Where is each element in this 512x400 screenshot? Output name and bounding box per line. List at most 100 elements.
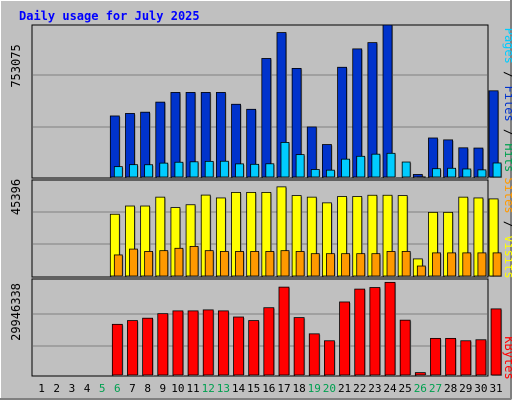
legend-separator: / xyxy=(502,214,512,236)
x-tick-label: 28 xyxy=(444,382,457,395)
bar-hits xyxy=(261,58,272,178)
bar-pages xyxy=(113,166,123,178)
x-tick-label: 2 xyxy=(53,382,60,395)
x-tick-label: 29 xyxy=(459,382,472,395)
bar-pages xyxy=(235,163,244,178)
bar-kbytes xyxy=(324,340,335,376)
bar-sites xyxy=(326,253,335,277)
chart-title: Daily usage for July 2025 xyxy=(19,9,200,23)
bar-sites xyxy=(416,265,426,277)
bar-pages xyxy=(295,154,305,178)
bar-kbytes xyxy=(217,310,229,376)
bar-sites xyxy=(432,252,441,277)
bar-sites xyxy=(113,254,123,277)
bar-pages xyxy=(310,169,320,178)
bar-pages xyxy=(280,142,290,178)
bar-pages xyxy=(159,162,169,178)
bar-kbytes xyxy=(157,313,169,376)
x-tick-label: 22 xyxy=(353,382,366,395)
bar-kbytes xyxy=(384,281,396,376)
x-tick-label: 3 xyxy=(69,382,76,395)
bar-kbytes xyxy=(445,337,457,376)
x-axis-labels: 1 2 3 4 5 6 7 8 9 10 11 12 13 14 15 16 17 18 19 20 21 22 23 24 2… xyxy=(38,382,502,395)
bar-sites xyxy=(386,251,396,277)
bar-sites xyxy=(477,252,487,277)
y-tick-label-top: 753075 xyxy=(9,44,23,87)
legend-separator: / xyxy=(502,122,512,144)
bar-kbytes xyxy=(172,310,184,376)
bar-pages xyxy=(129,164,138,178)
x-tick-label: 27 xyxy=(429,382,442,395)
bar-pages xyxy=(447,167,457,178)
x-tick-label: 23 xyxy=(368,382,381,395)
y-tick-label-bottom: 29946338 xyxy=(9,283,23,341)
legend-kbytes: KBytes xyxy=(502,336,512,379)
bar-pages xyxy=(341,158,350,178)
bar-kbytes xyxy=(399,319,411,376)
bar-kbytes xyxy=(263,307,275,376)
bar-sites xyxy=(341,253,350,277)
bar-kbytes xyxy=(187,310,199,376)
bar-sites xyxy=(356,253,366,277)
x-tick-label: 11 xyxy=(186,382,199,395)
bar-pages xyxy=(174,161,184,178)
legend-files: Files xyxy=(502,86,512,122)
x-tick-label: 17 xyxy=(277,382,290,395)
bar-pages xyxy=(189,161,199,178)
x-tick-label: 31 xyxy=(489,382,502,395)
bar-pages xyxy=(219,160,229,178)
bar-kbytes xyxy=(414,372,426,376)
svg-text:Sites / Visits: Sites / Visits xyxy=(502,177,512,278)
bar-kbytes xyxy=(369,287,381,376)
bar-kbytes xyxy=(460,340,472,376)
panel-kbytes xyxy=(31,278,489,377)
x-tick-label: 4 xyxy=(84,382,91,395)
x-tick-label: 20 xyxy=(323,382,336,395)
bar-pages xyxy=(401,161,411,178)
x-tick-label: 16 xyxy=(262,382,275,395)
bar-pages xyxy=(477,169,487,178)
legend-middle: Sites / Visits xyxy=(502,177,512,278)
legend-visits: Visits xyxy=(502,235,512,278)
bar-kbytes xyxy=(142,317,154,376)
bar-sites xyxy=(174,247,184,277)
x-tick-label: 19 xyxy=(308,382,321,395)
x-tick-label: 30 xyxy=(474,382,487,395)
bar-sites xyxy=(371,253,381,277)
bar-pages xyxy=(356,155,366,178)
bar-kbytes xyxy=(354,288,366,376)
bar-kbytes xyxy=(430,337,441,376)
bar-pages xyxy=(386,152,396,178)
x-tick-label: 1 xyxy=(38,382,45,395)
legend-separator: / xyxy=(502,64,512,86)
panel-frame-top xyxy=(31,24,489,179)
bar-kbytes xyxy=(202,309,214,376)
bar-sites xyxy=(219,251,229,277)
x-tick-label: 14 xyxy=(232,382,246,395)
bar-pages xyxy=(492,162,502,178)
legend-bottom: KBytes xyxy=(502,336,512,379)
bar-sites xyxy=(235,251,244,277)
bar-kbytes xyxy=(248,320,260,376)
x-tick-label: 10 xyxy=(171,382,184,395)
bar-pages xyxy=(204,160,214,178)
bar-kbytes xyxy=(339,301,350,376)
panel-frame-middle xyxy=(31,179,489,278)
bars-layer xyxy=(33,24,503,376)
bar-sites xyxy=(447,252,457,277)
bar-kbytes xyxy=(278,286,290,376)
bar-sites xyxy=(401,251,411,277)
legend-top: Pages / Files / Hits xyxy=(502,28,512,173)
x-tick-label: 9 xyxy=(159,382,166,395)
bar-sites xyxy=(189,245,199,277)
bar-sites xyxy=(144,251,154,277)
x-tick-label: 7 xyxy=(129,382,136,395)
panel-visits-sites xyxy=(31,179,489,278)
bar-sites xyxy=(250,251,260,277)
bar-pages xyxy=(432,168,441,178)
bar-sites xyxy=(462,252,472,277)
bar-pages xyxy=(265,163,275,178)
bar-kbytes xyxy=(475,339,487,376)
x-tick-label: 18 xyxy=(293,382,306,395)
